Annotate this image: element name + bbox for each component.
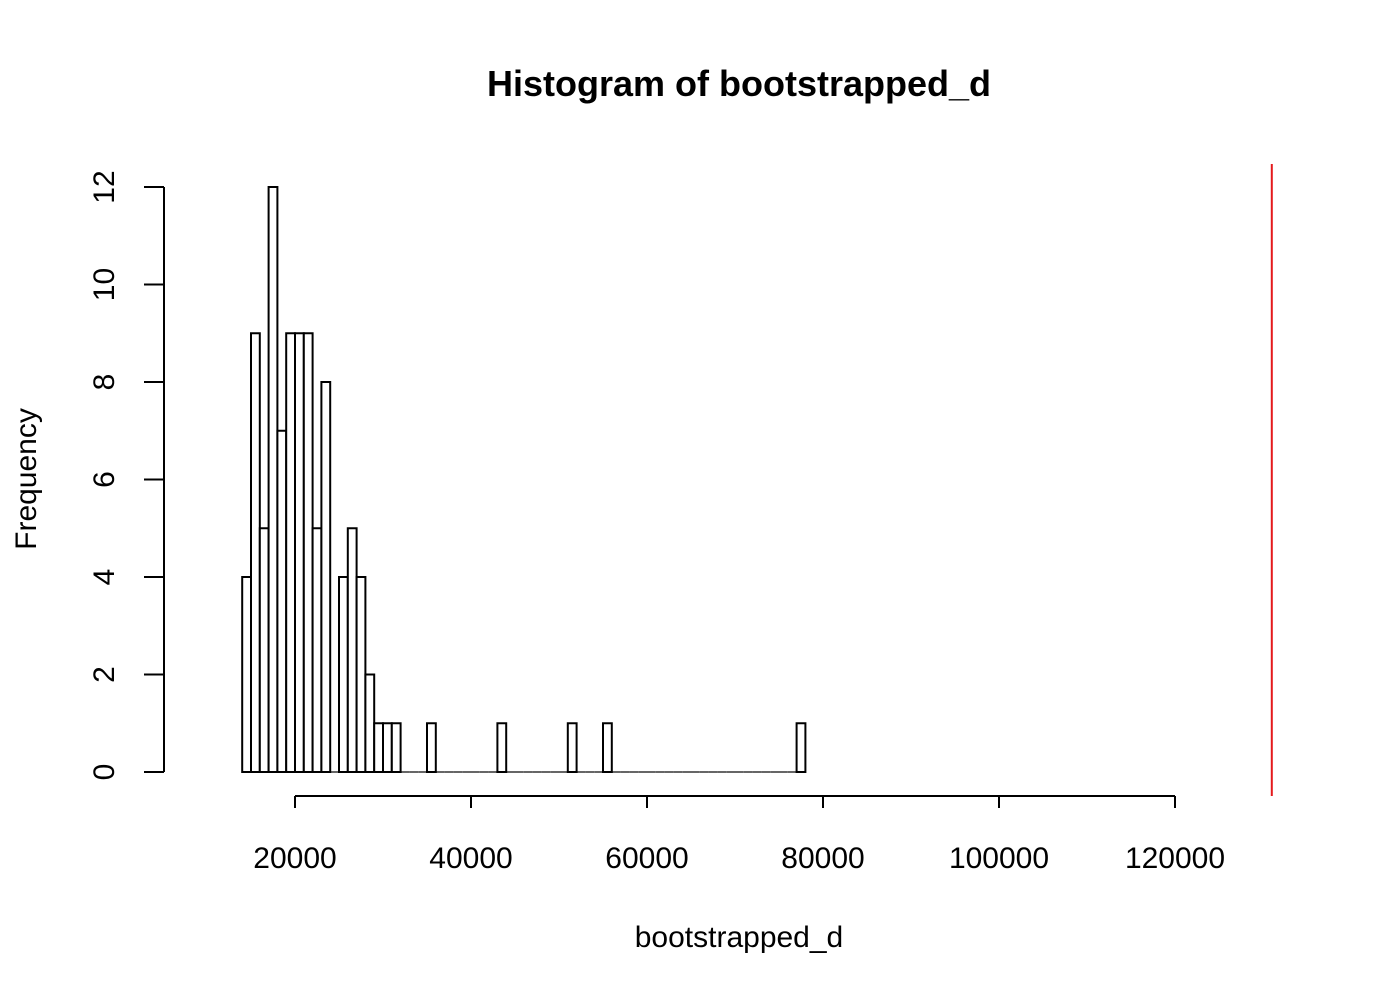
y-tick-label: 2 (88, 666, 121, 683)
histogram-bar (320, 381, 332, 773)
histogram-bar (496, 722, 508, 773)
y-axis: 0 2 4 6 8 10 12 (88, 170, 165, 781)
y-tick-label: 10 (88, 268, 121, 301)
x-tick-label: 80000 (781, 842, 864, 875)
histogram-bar (294, 332, 305, 773)
y-tick-label: 0 (88, 764, 121, 781)
histogram-bar (355, 576, 367, 773)
histogram-bar (795, 722, 807, 773)
histogram-bar (258, 527, 270, 773)
x-axis: 20000 40000 60000 80000 100000 120000 (253, 795, 1225, 875)
histogram-bar (302, 332, 314, 773)
histogram-bars (241, 186, 807, 773)
x-tick-label: 20000 (253, 842, 336, 875)
histogram-bar (338, 576, 349, 773)
histogram-bar (241, 576, 252, 773)
y-tick-label: 6 (88, 471, 121, 488)
y-tick-label: 12 (88, 170, 121, 203)
histogram-bar (426, 722, 437, 773)
y-tick-label: 4 (88, 569, 121, 586)
histogram-bar (276, 429, 288, 773)
x-tick-label: 60000 (605, 842, 688, 875)
chart-title: Histogram of bootstrapped_d (487, 63, 991, 104)
histogram-bar (390, 722, 402, 773)
histogram-bar (285, 332, 297, 773)
histogram-bar (566, 722, 578, 773)
x-tick-label: 40000 (429, 842, 512, 875)
histogram-bar (373, 722, 385, 773)
x-tick-label: 100000 (949, 842, 1049, 875)
histogram-bar (311, 527, 323, 773)
y-tick-label: 8 (88, 374, 121, 391)
x-axis-label: bootstrapped_d (635, 921, 844, 954)
histogram-bar (364, 673, 376, 773)
histogram-bar (382, 722, 393, 773)
histogram-bar (602, 722, 613, 773)
histogram-bar (346, 527, 358, 773)
histogram-bar (267, 186, 279, 773)
y-axis-label: Frequency (10, 408, 43, 550)
x-tick-label: 120000 (1125, 842, 1225, 875)
histogram-bar (250, 332, 261, 773)
